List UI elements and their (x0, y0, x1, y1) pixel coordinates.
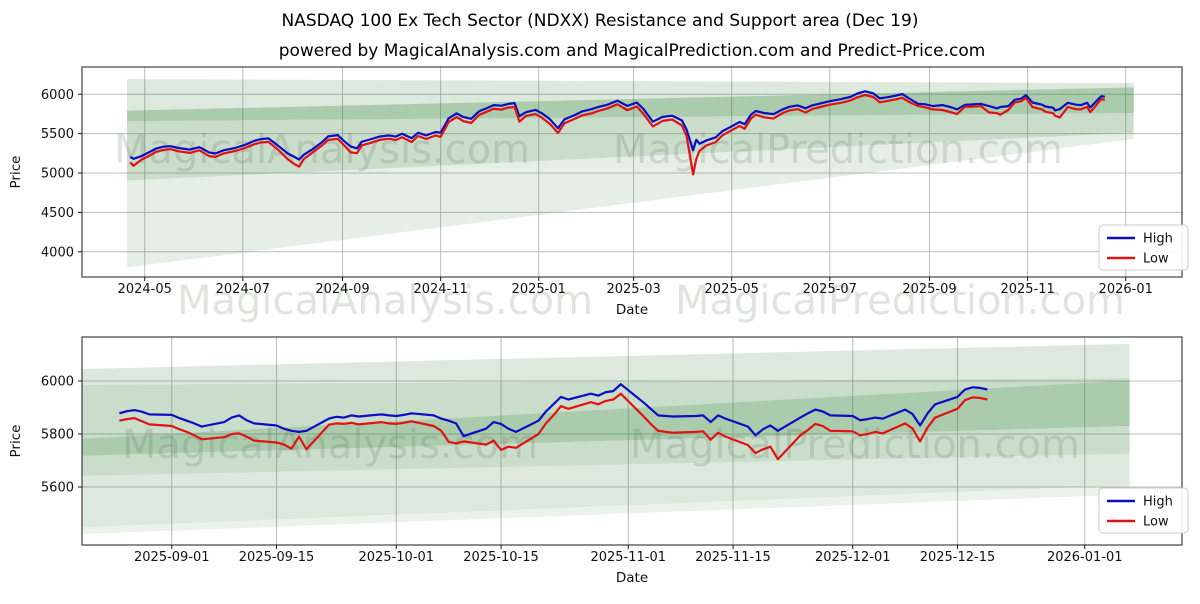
watermark-text: MagicalPrediction.com (613, 127, 1063, 173)
band-zone (82, 453, 1130, 528)
high-line (129, 90, 1106, 161)
x-tick-label: 2025-10-01 (359, 550, 435, 565)
y-axis-label: Price (8, 425, 24, 458)
x-tick-label: 2025-12-15 (920, 550, 996, 565)
x-tick-label: 2024-09 (315, 282, 369, 297)
band-zone (82, 426, 1130, 476)
legend: High Low (1098, 487, 1189, 534)
x-tick-label: 2024-05 (118, 282, 172, 297)
y-tick-labels: 4000 4500 5000 5500 6000 (41, 88, 82, 260)
legend-label-low: Low (1143, 515, 1169, 530)
x-tick-label: 2025-05 (705, 282, 759, 297)
y-tick-label: 5000 (41, 167, 74, 182)
watermark-text: MagicalPrediction.com (675, 278, 1125, 324)
y-tick-label: 6000 (41, 374, 74, 389)
x-tick-label: 2025-09-01 (134, 550, 210, 565)
gridlines (82, 67, 1182, 277)
watermark-text: MagicalAnalysis.com (122, 422, 538, 468)
legend-label-high: High (1143, 495, 1173, 510)
x-tick-labels: 2025-09-01 2025-09-15 2025-10-01 2025-10-15… (134, 545, 1123, 565)
band-zone (82, 484, 1130, 535)
x-axis-label: Date (616, 302, 648, 318)
high-line (119, 383, 988, 438)
chart-recent-zoom: MagicalAnalysis.com MagicalPrediction.com… (8, 336, 1189, 586)
x-tick-label: 2025-09 (902, 282, 956, 297)
x-tick-label: 2025-03 (606, 282, 660, 297)
x-tick-label: 2024-07 (216, 282, 270, 297)
figure-title: NASDAQ 100 Ex Tech Sector (NDXX) Resista… (281, 11, 919, 31)
x-tick-label: 2025-01 (512, 282, 566, 297)
figure-subtitle: powered by MagicalAnalysis.com and Magic… (278, 41, 986, 61)
x-tick-label: 2025-10-15 (463, 550, 539, 565)
legend-label-low: Low (1143, 252, 1169, 267)
watermark-text: MagicalAnalysis.com (114, 127, 530, 173)
x-tick-label: 2025-07 (803, 282, 857, 297)
x-tick-label: 2025-12-01 (815, 550, 891, 565)
x-tick-label: 2025-09-15 (239, 550, 315, 565)
support-resistance-bands (82, 343, 1130, 535)
y-tick-label: 5800 (41, 427, 74, 442)
x-tick-label: 2025-11 (1000, 282, 1054, 297)
watermark-text: MagicalPrediction.com (630, 422, 1080, 468)
y-tick-label: 5600 (41, 480, 74, 495)
chart-full-history: MagicalAnalysis.com MagicalPrediction.com… (8, 66, 1189, 324)
watermarks: MagicalAnalysis.com MagicalPrediction.com (122, 422, 1080, 468)
axes-frame (81, 336, 1183, 546)
x-tick-label: 2024-11 (413, 282, 467, 297)
x-tick-label: 2026-01-01 (1047, 550, 1123, 565)
y-axis-label: Price (8, 156, 24, 189)
x-tick-label: 2026-01 (1099, 282, 1153, 297)
y-tick-label: 4500 (41, 206, 74, 221)
low-line (119, 392, 988, 461)
watermark-text: MagicalAnalysis.com (177, 278, 593, 324)
band-zone (127, 113, 1134, 181)
y-tick-label: 4000 (41, 245, 74, 260)
x-axis-label: Date (616, 570, 648, 586)
x-tick-label: 2025-11-15 (695, 550, 771, 565)
band-zone (82, 343, 1130, 385)
y-tick-label: 5500 (41, 127, 74, 142)
x-tick-labels: 2024-05 2024-07 2024-09 2024-11 2025-01 2025-… (118, 277, 1153, 297)
band-zone (127, 132, 1134, 268)
y-tick-label: 6000 (41, 88, 74, 103)
band-zone (82, 380, 1130, 456)
band-zone (127, 79, 1134, 111)
gridlines (82, 337, 1182, 545)
x-tick-label: 2025-11-01 (590, 550, 666, 565)
y-tick-labels: 5600 5800 6000 (41, 374, 82, 495)
legend: High Low (1098, 224, 1189, 271)
legend-label-high: High (1143, 232, 1173, 247)
low-line (129, 93, 1106, 176)
axes-frame (81, 66, 1183, 278)
